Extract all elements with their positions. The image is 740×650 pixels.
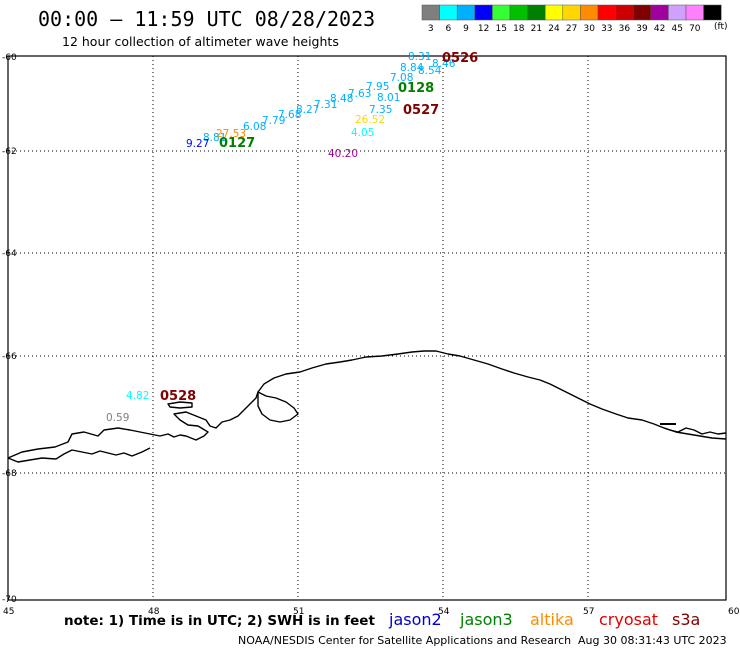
- legend-swatch: [439, 4, 458, 21]
- lon-label: 57: [583, 607, 594, 617]
- lat-label: -64: [2, 249, 17, 259]
- wave-height-value: 8.48: [330, 93, 353, 105]
- wave-height-value: 8.46: [432, 58, 456, 70]
- legend-tick-label: 21: [531, 24, 542, 34]
- pass-time-label: 0527: [403, 103, 439, 118]
- lon-label: 54: [438, 607, 450, 617]
- map-title: 00:00 – 11:59 UTC 08/28/2023: [38, 7, 375, 31]
- wave-height-value: 9.27: [186, 138, 209, 150]
- legend-tick-label: 6: [446, 24, 452, 34]
- wave-height-value: 0.59: [106, 412, 129, 424]
- legend-tick-label: 15: [495, 24, 506, 34]
- legend-swatch: [632, 4, 652, 21]
- antarctic-coastline: [7, 350, 727, 463]
- pass-time-label: 0128: [398, 81, 434, 96]
- pass-time-labels: 0526 0128 0527 0127 0528: [160, 51, 478, 404]
- wave-height-value: 8.81: [203, 132, 226, 144]
- legend-tick-label: 70: [689, 24, 701, 34]
- footer-note: note: 1) Time is in UTC; 2) SWH is in fe…: [64, 613, 375, 629]
- lon-label: 51: [293, 607, 304, 617]
- legend-swatch: [544, 4, 564, 21]
- wave-height-value: 7.63: [348, 88, 371, 100]
- legend-tick-label: 27: [566, 24, 577, 34]
- legend-tick-label: 33: [601, 24, 612, 34]
- wave-height-value: 6.08: [243, 121, 266, 133]
- lon-label: 45: [3, 607, 14, 617]
- mission-jason3: jason3: [459, 610, 513, 629]
- pass-time-label: 0526: [442, 51, 478, 66]
- legend-swatch: [492, 4, 511, 21]
- lon-label: 60: [728, 607, 740, 617]
- mission-s3a: s3a: [672, 610, 700, 629]
- legend-swatch: [509, 4, 528, 21]
- lon-label: 48: [148, 607, 160, 617]
- graticule: [8, 56, 726, 600]
- wave-height-value: 26.52: [355, 114, 385, 126]
- mission-cryosat: cryosat: [599, 610, 658, 629]
- legend-tick-label: 30: [583, 24, 595, 34]
- legend-tick-label: 18: [513, 24, 525, 34]
- lat-label: -62: [2, 147, 17, 157]
- wave-height-value: 8.01: [377, 92, 400, 104]
- legend-tick-label: 36: [619, 24, 631, 34]
- latitude-labels: -60 -62 -64 -66 -68 -70: [2, 53, 17, 605]
- legend-tick-label: 45: [671, 24, 682, 34]
- lat-label: -66: [2, 352, 17, 362]
- coastline-island: [167, 401, 193, 409]
- coastline-east-bay: [663, 427, 727, 435]
- mission-altika: altika: [530, 610, 574, 629]
- altimeter-observations: 8.31 8.84 8.54 8.46 7.08 7.95 7.63 8.48 …: [106, 51, 456, 424]
- wave-height-value: 7.31: [314, 99, 337, 111]
- legend-swatch: [615, 4, 634, 21]
- footer-credit: NOAA/NESDIS Center for Satellite Applica…: [238, 634, 571, 647]
- legend-swatch: [474, 4, 493, 21]
- legend-swatch: [562, 4, 581, 21]
- wave-height-value: 7.79: [262, 115, 285, 127]
- legend-swatch: [456, 4, 476, 21]
- wave-height-value: 8.84: [400, 62, 424, 74]
- wave-height-color-legend: 3 6 9 12 15 18 21 24 27 30 33 36 39 42 45 70: [421, 4, 722, 34]
- legend-unit-label: (ft): [714, 22, 728, 32]
- legend-tick-label: 42: [654, 24, 665, 34]
- coastline-ross-inlet: [257, 391, 299, 423]
- mission-legend: jason2 jason3 altika cryosat s3a: [388, 610, 700, 629]
- wave-height-value: 7.68: [278, 109, 301, 121]
- legend-swatch: [685, 4, 704, 21]
- wave-height-value: 27.53: [216, 128, 246, 140]
- legend-swatch: [421, 4, 440, 21]
- lat-label: -70: [2, 595, 17, 605]
- wave-height-value: 8.27: [296, 104, 319, 116]
- longitude-labels: 45 48 51 54 57 60: [3, 607, 740, 617]
- lat-label: -68: [2, 469, 17, 479]
- coastline-west-segment: [7, 447, 151, 463]
- legend-tick-label: 3: [428, 24, 434, 34]
- legend-swatch: [580, 4, 599, 21]
- legend-tick-label: 24: [548, 24, 560, 34]
- wave-height-value: 4.82: [126, 390, 149, 402]
- footer-timestamp: Aug 30 08:31:43 UTC 2023: [578, 634, 727, 647]
- legend-swatch: [703, 4, 722, 21]
- wave-height-value: 7.95: [366, 81, 389, 93]
- mission-jason2: jason2: [388, 610, 442, 629]
- legend-tick-label: 39: [636, 24, 648, 34]
- map-frame: [7, 55, 727, 601]
- legend-swatch: [597, 4, 616, 21]
- legend-tick-label: 9: [463, 24, 469, 34]
- wave-height-value: 7.35: [369, 104, 392, 116]
- coastline-main: [7, 350, 727, 459]
- lat-label: -60: [2, 53, 17, 63]
- wave-height-value: 40.20: [328, 148, 358, 160]
- legend-tick-label: 12: [478, 24, 489, 34]
- wave-height-value: 8.31: [408, 51, 431, 63]
- wave-height-value: 8.54: [418, 65, 442, 77]
- legend-swatch: [650, 4, 669, 21]
- legend-swatch: [668, 4, 687, 21]
- map-subtitle: 12 hour collection of altimeter wave hei…: [62, 34, 339, 49]
- pass-time-label: 0528: [160, 389, 196, 404]
- wave-height-value: 4.05: [351, 127, 374, 139]
- wave-height-value: 7.08: [390, 72, 413, 84]
- pass-time-label: 0127: [219, 136, 255, 151]
- legend-swatch: [527, 4, 546, 21]
